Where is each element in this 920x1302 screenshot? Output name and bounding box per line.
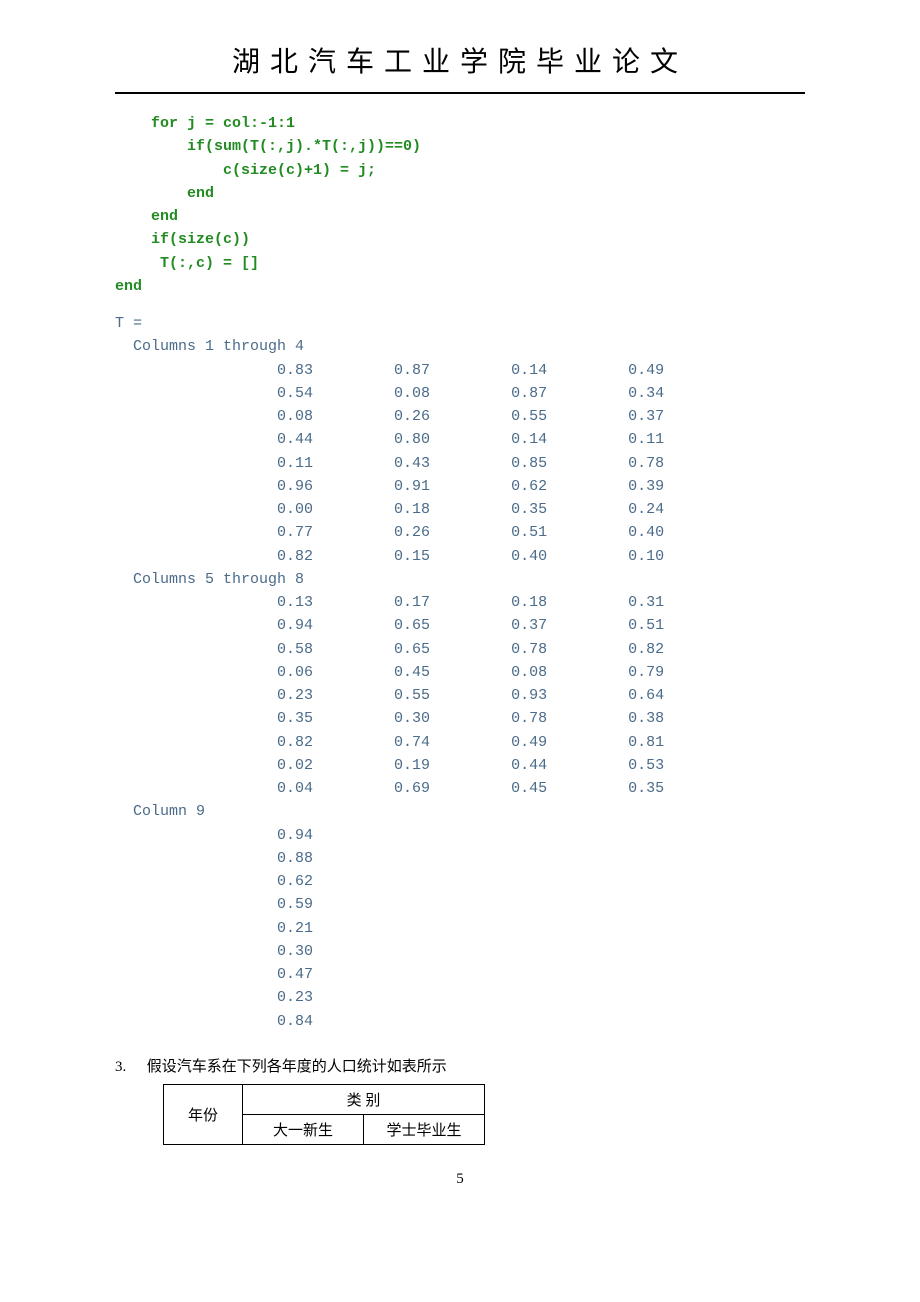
header-year: 年份 [164, 1084, 243, 1144]
matlab-code-block: for j = col:-1:1 if(sum(T(:,j).*T(:,j))=… [115, 112, 805, 298]
question-line: 3. 假设汽车系在下列各年度的人口统计如表所示 [115, 1055, 805, 1076]
question-text: 假设汽车系在下列各年度的人口统计如表所示 [147, 1059, 447, 1075]
table-wrap: 年份 类 别 大一新生 学士毕业生 [163, 1084, 805, 1145]
category-table: 年份 类 别 大一新生 学士毕业生 [163, 1084, 485, 1145]
page-container: 湖北汽车工业学院毕业论文 for j = col:-1:1 if(sum(T(:… [0, 0, 920, 1218]
header-category: 类 别 [243, 1084, 485, 1114]
question-number: 3. [115, 1059, 143, 1076]
page-number: 5 [115, 1171, 805, 1188]
header-rule [115, 92, 805, 94]
table-row: 年份 类 别 [164, 1084, 485, 1114]
page-header-title: 湖北汽车工业学院毕业论文 [115, 40, 805, 80]
subheader-freshman: 大一新生 [243, 1114, 364, 1144]
subheader-graduate: 学士毕业生 [364, 1114, 485, 1144]
matlab-output-block: T = Columns 1 through 4 0.83 0.87 0.14 0… [115, 312, 805, 1033]
